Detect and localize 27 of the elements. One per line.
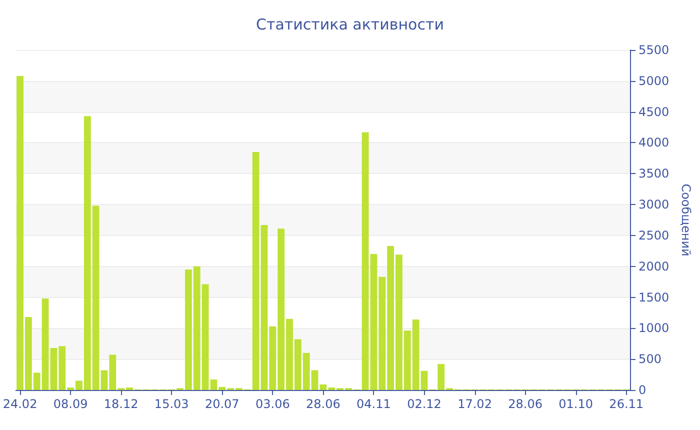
y-tick-label: 0 [638,383,646,397]
y-tick-label: 1500 [638,290,670,304]
y-tick-label: 500 [638,352,662,366]
x-tick-label: 01.10 [558,397,593,411]
x-tick-label: 15.03 [154,397,189,411]
y-tick-label: 3500 [638,166,670,181]
chart-title: Статистика активности [256,16,444,34]
y-axis-title: Сообщений [679,184,693,256]
x-tick-label: 03.06 [255,397,290,411]
y-tick-label: 5500 [638,43,670,57]
y-tick-label: 5000 [638,74,670,88]
x-tick-label: 17.02 [458,397,492,411]
x-tick-label: 18.12 [104,397,138,411]
y-tick-label: 3000 [638,198,670,212]
y-tick-label: 4500 [638,104,670,119]
x-tick-label: 28.06 [508,397,542,411]
y-tick-label: 4000 [638,136,670,150]
x-tick-label: 26.11 [609,397,644,411]
x-tick-label: 28.06 [306,397,340,411]
x-tick-label: 02.12 [407,397,442,411]
x-tick-label: 04.11 [356,397,391,411]
y-tick-label: 2000 [638,259,670,274]
x-tick-label: 08.09 [53,397,88,411]
x-tick-label: 24.02 [2,397,38,411]
x-tick-label: 20.07 [204,397,240,411]
y-tick-label: 1000 [638,321,670,336]
y-tick-label: 2500 [638,228,670,242]
